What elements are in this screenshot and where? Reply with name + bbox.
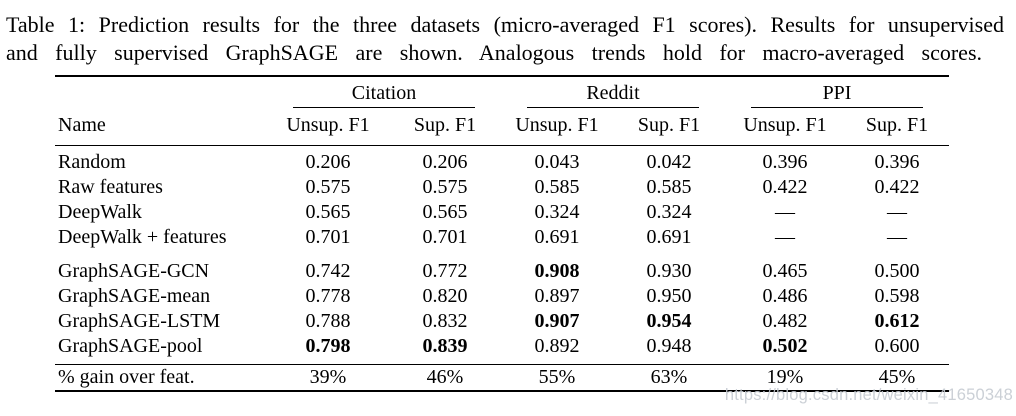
- group-header-citation: Citation: [267, 76, 501, 108]
- table-row-raw-features: Raw features 0.575 0.575 0.585 0.585 0.4…: [55, 175, 949, 200]
- value-cell: 0.691: [534, 226, 580, 248]
- table-row-random: Random 0.206 0.206 0.043 0.042 0.396 0.3…: [55, 146, 949, 176]
- value-cell: 0.788: [305, 310, 351, 332]
- value-cell: 0.701: [305, 226, 351, 248]
- value-cell: 0.482: [762, 310, 808, 332]
- table-caption: Table 1: Prediction results for the thre…: [6, 11, 1004, 67]
- group-header-reddit-label: Reddit: [527, 81, 700, 108]
- group-header-ppi: PPI: [725, 76, 949, 108]
- value-cell: —: [887, 226, 908, 248]
- value-cell: 46%: [389, 364, 502, 392]
- value-cell: 0.585: [534, 176, 580, 198]
- value-cell: —: [775, 201, 796, 223]
- value-cell: 19%: [725, 364, 846, 392]
- value-cell: 0.839: [422, 335, 468, 357]
- col-header-reddit-sup-f1: Sup. F1: [613, 108, 726, 146]
- value-cell: 0.600: [874, 335, 920, 357]
- value-cell: 0.502: [762, 335, 808, 357]
- table-row-graphsage-mean: GraphSAGE-mean 0.778 0.820 0.897 0.950 0…: [55, 284, 949, 309]
- value-cell: 0.396: [874, 151, 920, 173]
- row-label-cell: DeepWalk + features: [58, 226, 227, 248]
- col-header-reddit-unsup-f1: Unsup. F1: [501, 108, 614, 146]
- value-cell: 0.500: [874, 260, 920, 282]
- col-header-citation-sup-f1: Sup. F1: [389, 108, 502, 146]
- value-cell: 0.948: [646, 335, 692, 357]
- value-cell: 0.486: [762, 285, 808, 307]
- row-label-cell: Raw features: [58, 176, 163, 198]
- value-cell: 0.422: [762, 176, 808, 198]
- value-cell: 0.422: [874, 176, 920, 198]
- caption-line-1: Table 1: Prediction results for the thre…: [6, 12, 1004, 37]
- table-row-graphsage-pool: GraphSAGE-pool 0.798 0.839 0.892 0.948 0…: [55, 334, 949, 365]
- value-cell: 0.396: [762, 151, 808, 173]
- group-header-row: Citation Reddit PPI: [55, 76, 949, 108]
- value-cell: 0.892: [534, 335, 580, 357]
- value-cell: 55%: [501, 364, 614, 392]
- value-cell: 0.206: [305, 151, 351, 173]
- table-row-deepwalk-features: DeepWalk + features 0.701 0.701 0.691 0.…: [55, 225, 949, 250]
- value-cell: 39%: [267, 364, 389, 392]
- table-row-graphsage-gcn: GraphSAGE-GCN 0.742 0.772 0.908 0.930 0.…: [55, 250, 949, 284]
- value-cell: 0.575: [305, 176, 351, 198]
- value-cell: 0.206: [422, 151, 468, 173]
- watermark-text: https://blog.csdn.net/weixin_41650348: [724, 386, 1013, 404]
- value-cell: 0.778: [305, 285, 351, 307]
- table-row-deepwalk: DeepWalk 0.565 0.565 0.324 0.324 — —: [55, 200, 949, 225]
- value-cell: 45%: [845, 364, 950, 392]
- value-cell: 0.575: [422, 176, 468, 198]
- value-cell: 0.324: [646, 201, 692, 223]
- group-header-ppi-label: PPI: [751, 81, 924, 108]
- value-cell: 0.565: [422, 201, 468, 223]
- results-table: Citation Reddit PPI Name Unsup. F1 Sup. …: [55, 75, 950, 392]
- value-cell: 0.820: [422, 285, 468, 307]
- table-row-graphsage-lstm: GraphSAGE-LSTM 0.788 0.832 0.907 0.954 0…: [55, 309, 949, 334]
- value-cell: 0.691: [646, 226, 692, 248]
- value-cell: 0.772: [422, 260, 468, 282]
- value-cell: —: [887, 201, 908, 223]
- value-cell: 0.742: [305, 260, 351, 282]
- table-row-gain: % gain over feat. 39% 46% 55% 63% 19% 45…: [55, 364, 950, 392]
- value-cell: 0.954: [646, 310, 692, 332]
- value-cell: 0.598: [874, 285, 920, 307]
- group-header-spacer: [55, 76, 267, 108]
- value-cell: 0.465: [762, 260, 808, 282]
- value-cell: 0.042: [646, 151, 692, 173]
- value-cell: 63%: [613, 364, 726, 392]
- value-cell: 0.324: [534, 201, 580, 223]
- row-label-cell: % gain over feat.: [55, 364, 267, 392]
- column-header-row: Name Unsup. F1 Sup. F1 Unsup. F1 Sup. F1…: [55, 108, 950, 146]
- value-cell: 0.897: [534, 285, 580, 307]
- value-cell: 0.612: [874, 310, 920, 332]
- value-cell: 0.043: [534, 151, 580, 173]
- row-label-cell: GraphSAGE-LSTM: [58, 310, 221, 332]
- row-label-cell: GraphSAGE-pool: [58, 335, 203, 357]
- row-label-cell: Random: [58, 151, 126, 173]
- value-cell: 0.930: [646, 260, 692, 282]
- row-label-cell: GraphSAGE-mean: [58, 285, 211, 307]
- value-cell: 0.907: [534, 310, 580, 332]
- col-header-ppi-sup-f1: Sup. F1: [845, 108, 950, 146]
- row-label-cell: DeepWalk: [58, 201, 142, 223]
- col-header-ppi-unsup-f1: Unsup. F1: [725, 108, 846, 146]
- value-cell: 0.701: [422, 226, 468, 248]
- group-header-citation-label: Citation: [293, 81, 476, 108]
- value-cell: 0.832: [422, 310, 468, 332]
- caption-line-2: and fully supervised GraphSAGE are shown…: [6, 40, 982, 65]
- value-cell: 0.565: [305, 201, 351, 223]
- name-column-header: Name: [55, 108, 267, 146]
- col-header-citation-unsup-f1: Unsup. F1: [267, 108, 389, 146]
- group-header-reddit: Reddit: [501, 76, 725, 108]
- value-cell: —: [775, 226, 796, 248]
- value-cell: 0.798: [305, 335, 351, 357]
- value-cell: 0.908: [534, 260, 580, 282]
- value-cell: 0.950: [646, 285, 692, 307]
- row-label-cell: GraphSAGE-GCN: [58, 260, 210, 282]
- value-cell: 0.585: [646, 176, 692, 198]
